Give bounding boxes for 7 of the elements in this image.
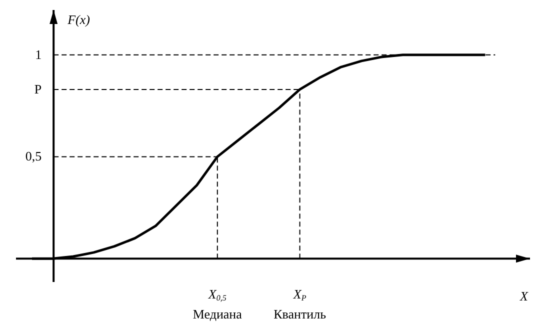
y-tick-label: 0,5 (25, 148, 42, 164)
x-axis-title: X (519, 288, 530, 304)
x-tick-label: X$_{P}$ Квантиль (274, 286, 326, 322)
x-tick-label: X$_{0,5}$ Медиана (192, 286, 242, 322)
y-axis-title: F(x) (66, 12, 90, 27)
y-tick-label: P (34, 81, 42, 96)
y-tick-label: 1 (35, 46, 42, 62)
